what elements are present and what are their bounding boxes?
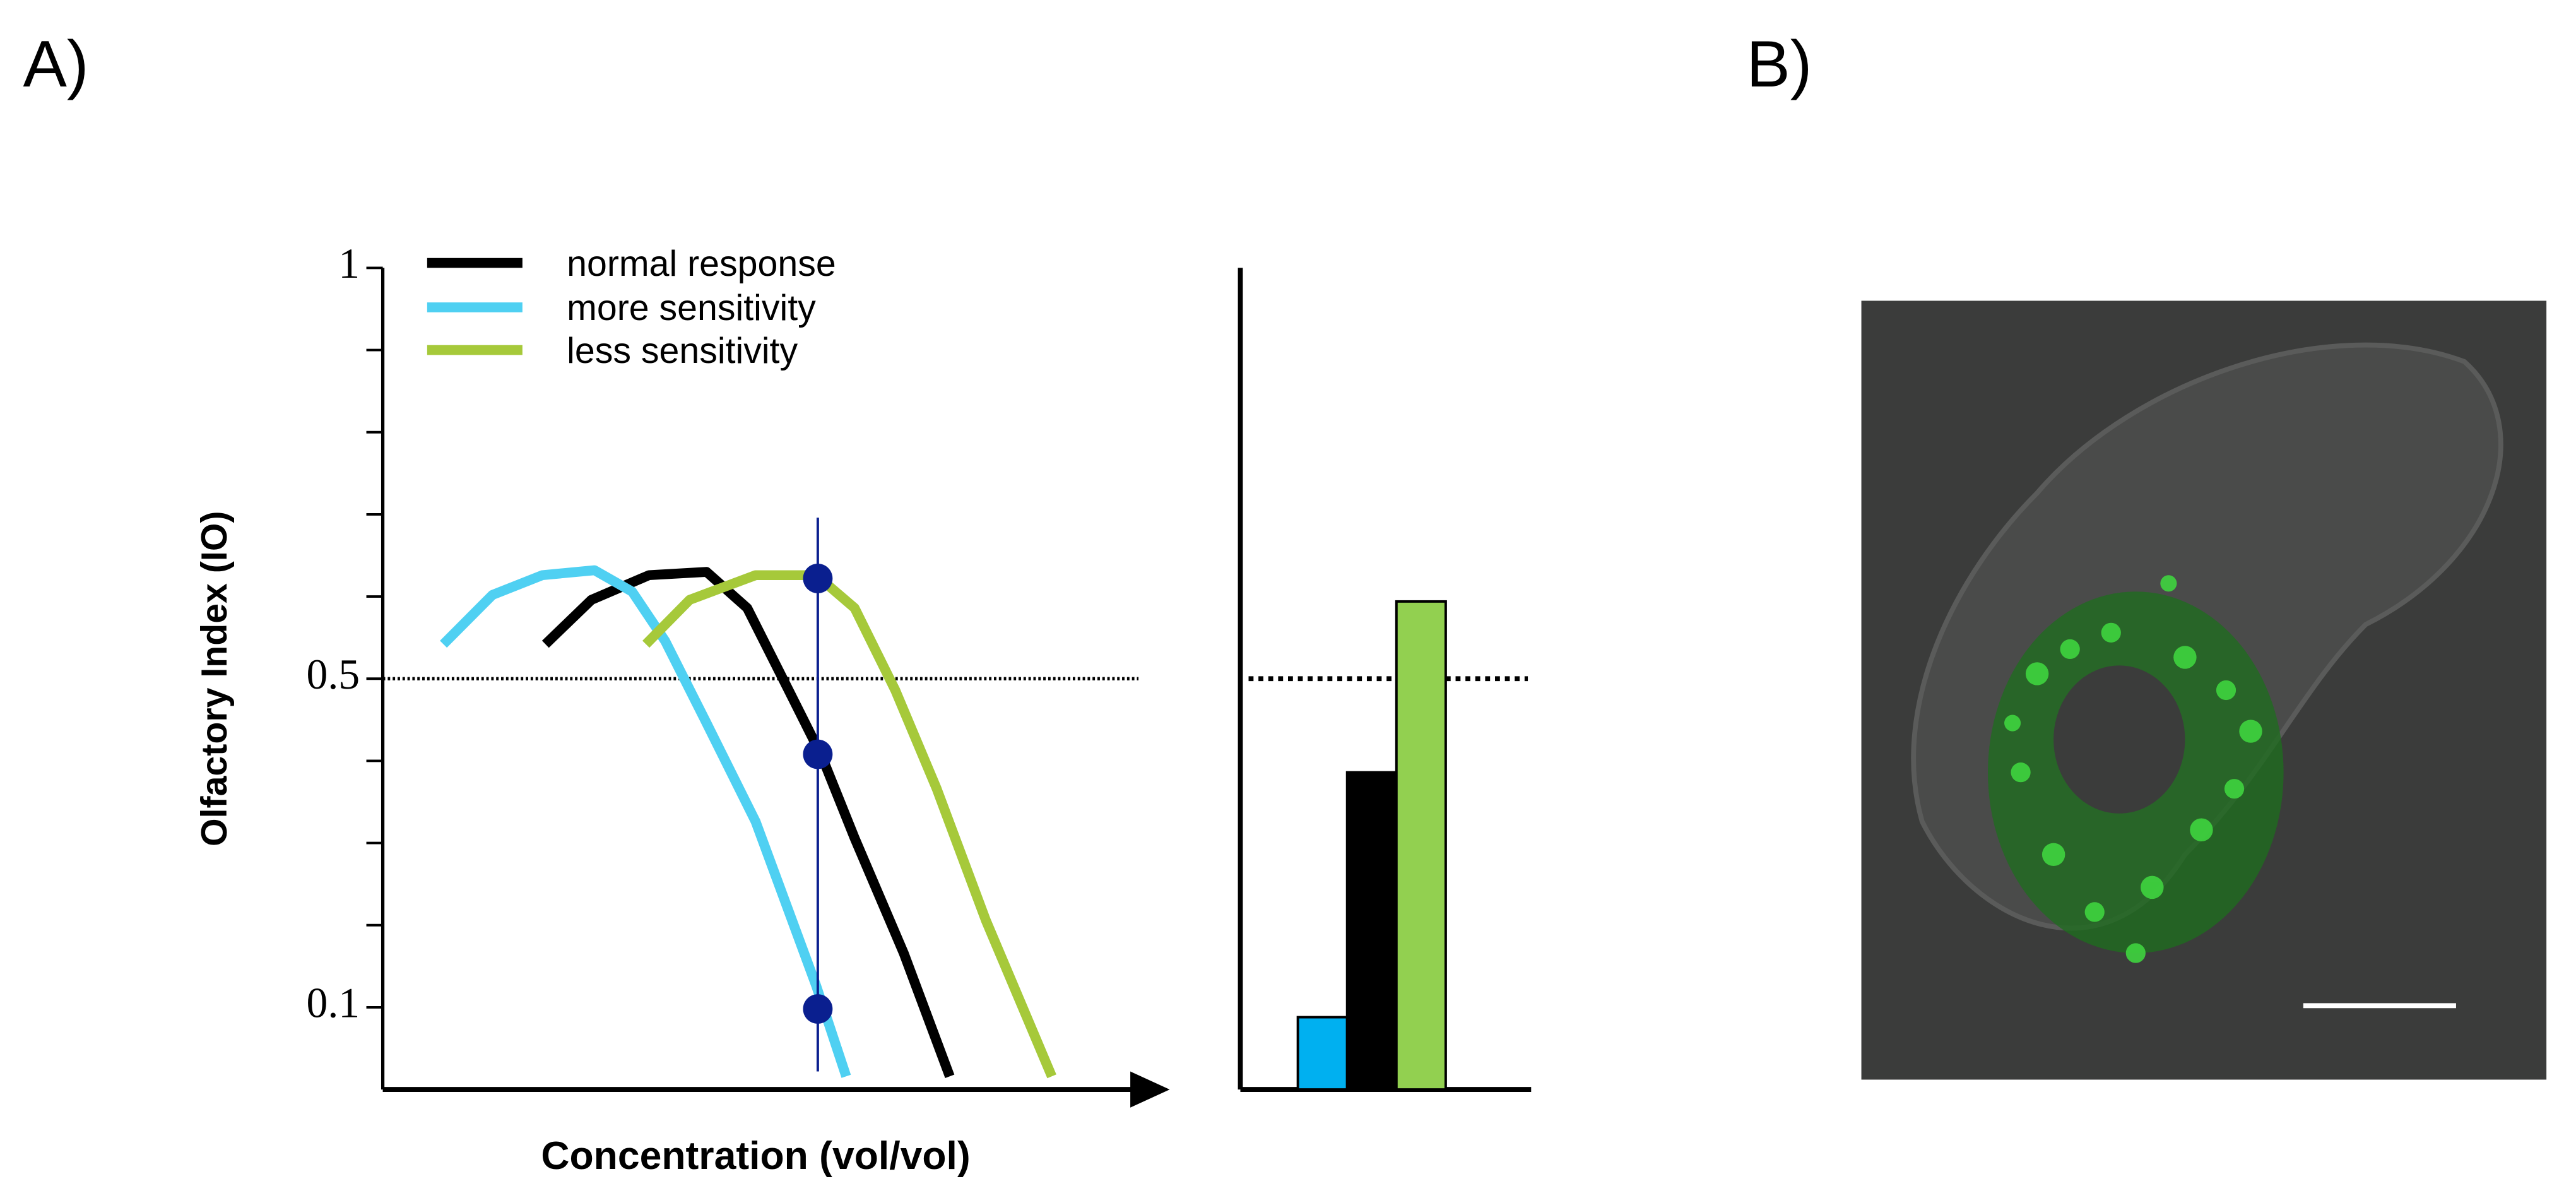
data-line [440, 565, 851, 1078]
bar [1345, 771, 1398, 1091]
marker-dot [803, 739, 833, 769]
bar [1296, 1016, 1349, 1091]
x-axis-label: Concentration (vol/vol) [541, 1134, 970, 1178]
data-line [642, 570, 1056, 1079]
marker-dot [803, 564, 833, 593]
microscopy-image [1861, 300, 2547, 1080]
data-line [541, 567, 955, 1078]
legend-label: less sensitivity [567, 331, 798, 371]
y-tick-label: 0.5 [307, 651, 360, 698]
y-tick-label: 1 [338, 240, 360, 287]
x-axis-arrow [1130, 1071, 1170, 1108]
y-tick-label: 0.1 [307, 979, 360, 1026]
y-axis-label: Olfactory Index (IO) [194, 511, 235, 846]
panel-label: A) [23, 28, 88, 101]
marker-dot [803, 994, 833, 1024]
panel-label: B) [1746, 28, 1812, 101]
legend-label: more sensitivity [567, 288, 816, 328]
bar [1395, 600, 1447, 1091]
legend-label: normal response [567, 244, 836, 284]
